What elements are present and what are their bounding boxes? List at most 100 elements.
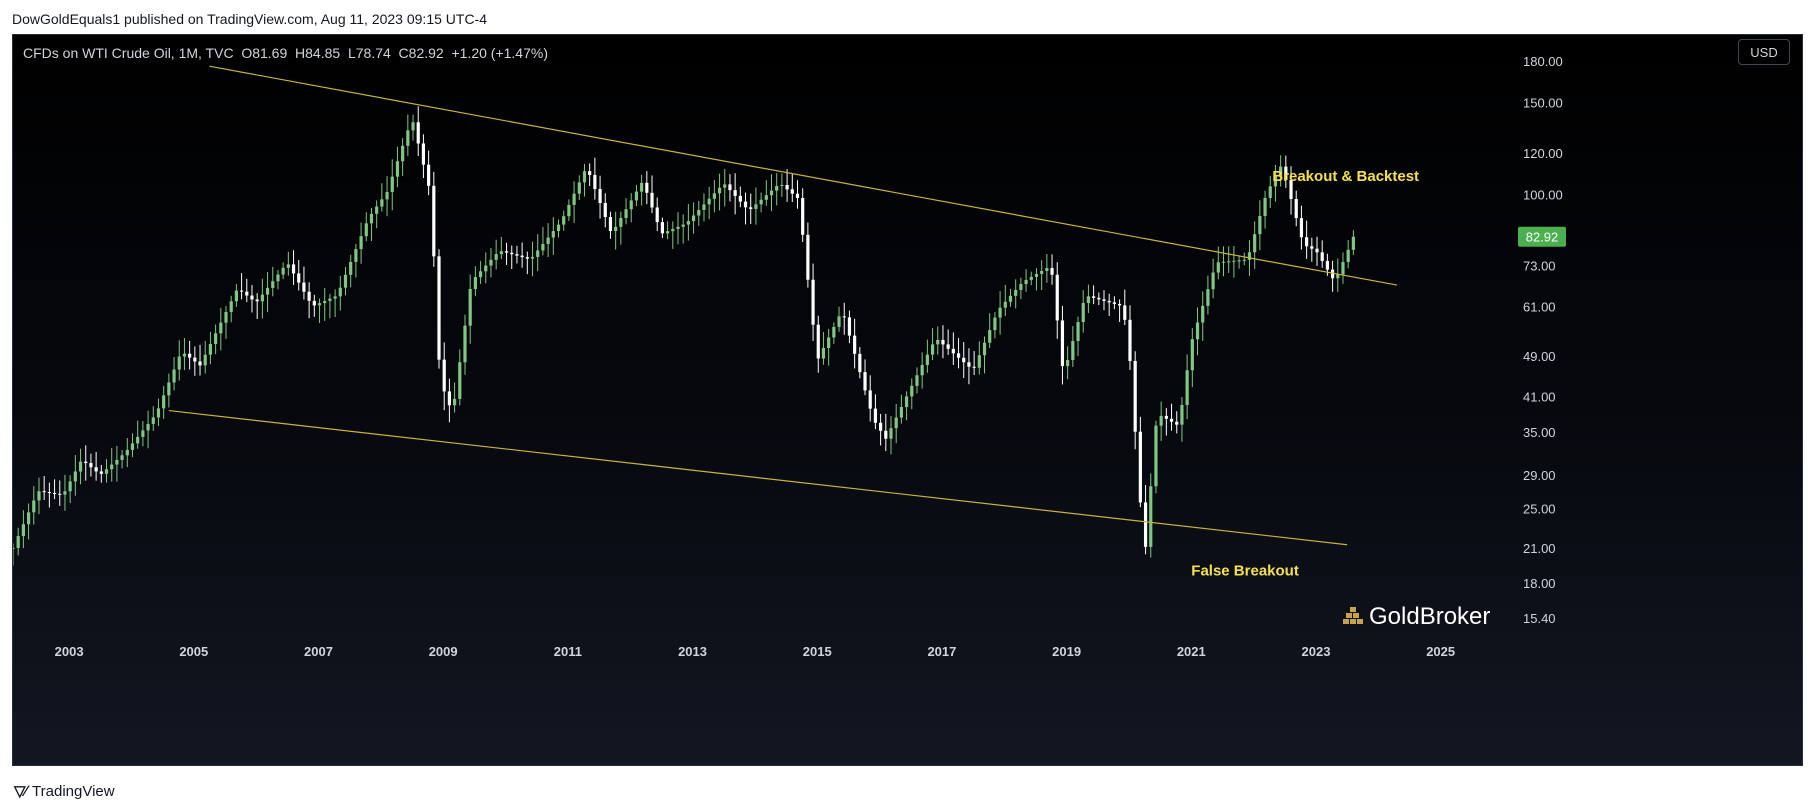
candle-body (951, 348, 955, 354)
x-axis-tick-label: 2021 (1177, 644, 1206, 659)
candle-body (603, 203, 607, 218)
candle-body (738, 195, 742, 202)
candle-body (1060, 320, 1065, 367)
candle-body (458, 362, 462, 399)
y-axis-tick-label: 15.40 (1523, 611, 1556, 626)
candle-body (660, 222, 665, 234)
candle-body (681, 224, 685, 227)
candle-body (219, 322, 223, 334)
x-axis-tick-label: 2019 (1052, 644, 1081, 659)
candle-body (1133, 361, 1137, 432)
candle-body (993, 317, 997, 331)
candle-body (369, 213, 374, 224)
candle-body (333, 296, 337, 299)
x-axis-tick-label: 2023 (1302, 644, 1331, 659)
candle-body (130, 443, 135, 450)
y-axis-tick-label: 21.00 (1523, 541, 1556, 556)
candle-body (214, 333, 218, 345)
chart-panel[interactable]: Breakout & Backtest False Breakout 180.00 1… (12, 34, 1803, 766)
candle-body (899, 406, 903, 418)
candle-body (141, 430, 145, 437)
candle-body (307, 291, 311, 301)
candle-body (94, 467, 98, 472)
candle-body (224, 311, 228, 323)
candle-body (375, 206, 379, 214)
candle-body (858, 353, 862, 373)
candle-body (1003, 301, 1007, 308)
gold-bars-icon (1343, 619, 1349, 624)
candle-body (1045, 268, 1049, 271)
candle-body (312, 300, 316, 306)
footer-brand-text: TradingView (32, 782, 115, 800)
candle-body (349, 261, 353, 275)
candle-body (873, 408, 878, 423)
candle-body (972, 366, 976, 368)
candle-body (795, 193, 800, 199)
gold-bars-icon (1346, 613, 1352, 618)
candle-body (442, 359, 446, 392)
candle-body (837, 316, 841, 327)
candle-body (977, 355, 981, 368)
candle-body (1076, 322, 1080, 342)
y-axis-tick-label: 49.00 (1523, 349, 1556, 364)
x-axis-tick-label: 2013 (678, 644, 707, 659)
candle-body (998, 307, 1002, 318)
candle-body (1164, 415, 1168, 419)
x-axis-tick-label: 2009 (429, 644, 458, 659)
last-price-tag (1518, 226, 1566, 247)
candle-body (1154, 425, 1158, 487)
candle-body (811, 279, 815, 325)
candle-body (962, 357, 966, 363)
candle-body (1081, 303, 1085, 323)
candle-body (1268, 186, 1272, 198)
currency-button[interactable]: USD (1738, 39, 1790, 65)
candle-body (530, 256, 535, 259)
tradingview-logo-icon: ▽∕ (14, 783, 27, 800)
candle-body (406, 130, 410, 146)
candle-body (1050, 268, 1054, 275)
candle-body (16, 536, 20, 548)
x-axis-tick-label: 2011 (554, 644, 582, 659)
y-axis-tick-label: 35.00 (1523, 425, 1556, 440)
candle-body (925, 354, 929, 365)
candle-body (1247, 252, 1252, 260)
candle-body (1066, 360, 1070, 367)
candle-body (541, 243, 545, 251)
candle-body (676, 226, 680, 229)
candle-body (743, 201, 748, 208)
candle-body (1221, 261, 1226, 263)
candle-body (515, 254, 519, 256)
candle-body (1040, 270, 1044, 274)
y-axis-tick-label: 180.00 (1523, 54, 1563, 69)
candle-body (1019, 284, 1023, 290)
candle-body (328, 298, 332, 301)
candle-body (717, 187, 722, 194)
candle-body (832, 326, 836, 338)
y-axis-tick-label: 100.00 (1523, 187, 1563, 202)
candle-body (203, 354, 207, 366)
candle-body (593, 175, 597, 190)
candle-body (551, 231, 555, 238)
chart-annotation: False Breakout (1191, 562, 1299, 579)
y-axis-tick-label: 120.00 (1523, 146, 1563, 161)
candle-body (84, 461, 88, 464)
candle-body (1024, 279, 1028, 285)
candle-body (645, 182, 649, 193)
candle-body (1216, 262, 1220, 273)
x-axis-tick-label: 2017 (927, 644, 956, 659)
candle-body (1336, 274, 1340, 279)
candle-body (754, 204, 758, 209)
candle-body (614, 226, 618, 232)
candle-body (208, 344, 213, 355)
trendline-upper (209, 65, 1398, 286)
candle-body (323, 300, 327, 304)
candle-body (582, 171, 587, 183)
candle-body (1008, 295, 1013, 302)
candlestick-chart[interactable]: Breakout & Backtest False Breakout 180.00 1… (13, 35, 1802, 765)
candle-body (904, 396, 909, 407)
candle-body (120, 455, 124, 460)
candle-body (624, 209, 628, 219)
candle-body (801, 198, 805, 235)
candle-body (749, 207, 753, 209)
candle-body (655, 207, 659, 223)
